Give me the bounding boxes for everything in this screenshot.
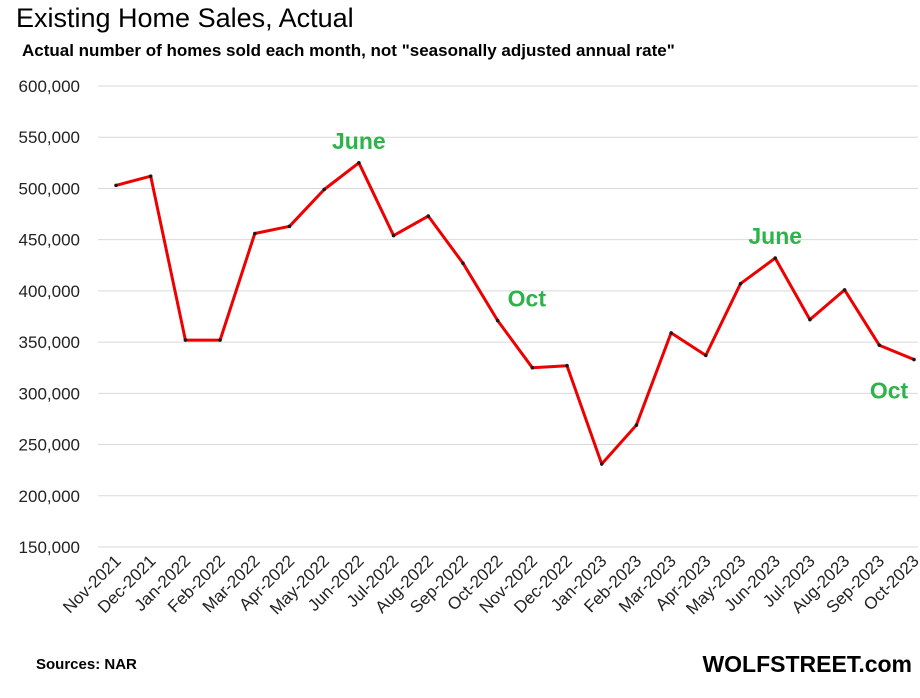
data-point (808, 317, 812, 322)
data-point (252, 231, 257, 236)
annotation-label: Oct (508, 286, 547, 312)
y-axis-ticks: 150,000 200,000 250,000 300,000 350,000 400,0… (19, 77, 80, 557)
data-point (599, 462, 604, 466)
series-group (114, 161, 916, 466)
data-point (114, 183, 118, 188)
y-tick-label: 150,000 (19, 538, 80, 557)
y-tick-label: 350,000 (19, 333, 80, 352)
data-point (842, 288, 847, 292)
data-point (704, 353, 708, 358)
data-point (322, 187, 326, 192)
y-tick-label: 300,000 (19, 384, 80, 403)
data-point (287, 224, 292, 229)
brand-watermark: WOLFSTREET.com (702, 651, 912, 677)
chart-subtitle: Actual number of homes sold each month, … (22, 41, 675, 60)
data-point (877, 343, 882, 347)
data-point (426, 214, 431, 218)
data-point (565, 363, 569, 368)
annotation-label: Oct (870, 378, 909, 404)
data-point (738, 281, 743, 286)
data-point (218, 338, 222, 342)
data-point (634, 423, 639, 427)
data-point (495, 318, 500, 323)
data-point (357, 161, 361, 165)
series-line (115, 161, 915, 466)
source-note: Sources: NAR (36, 656, 137, 673)
annotation-label: June (332, 128, 386, 154)
gridlines (98, 85, 918, 548)
y-tick-label: 250,000 (19, 436, 80, 455)
data-point (773, 256, 778, 260)
annotation-label: June (748, 223, 802, 249)
data-point (148, 174, 153, 178)
data-point (391, 233, 396, 238)
data-point (530, 365, 535, 370)
y-tick-label: 550,000 (19, 128, 80, 147)
chart-title: Existing Home Sales, Actual (16, 3, 354, 33)
data-point (669, 331, 673, 335)
y-tick-label: 200,000 (19, 487, 80, 506)
y-tick-label: 450,000 (19, 231, 80, 250)
data-point (461, 261, 465, 266)
data-point (183, 338, 188, 342)
y-tick-label: 500,000 (19, 179, 80, 198)
x-axis-ticks: Nov-2021Dec-2021Jan-2022Feb-2022Mar-2022… (59, 551, 920, 618)
y-tick-label: 600,000 (19, 77, 80, 96)
annotations: June Oct June Oct (332, 128, 908, 404)
y-tick-label: 400,000 (19, 282, 80, 301)
data-point (912, 357, 916, 362)
